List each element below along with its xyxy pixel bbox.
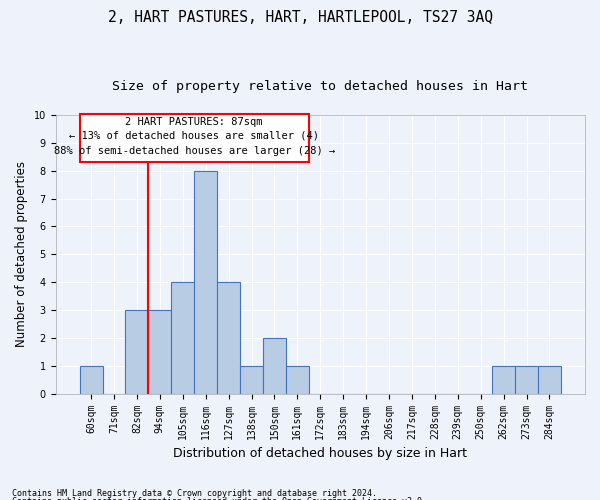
Bar bbox=[492, 366, 515, 394]
Bar bbox=[286, 366, 309, 394]
Bar bbox=[80, 114, 309, 162]
Title: Size of property relative to detached houses in Hart: Size of property relative to detached ho… bbox=[112, 80, 528, 93]
Y-axis label: Number of detached properties: Number of detached properties bbox=[15, 162, 28, 348]
Bar bbox=[171, 282, 194, 394]
Bar bbox=[538, 366, 561, 394]
Bar bbox=[240, 366, 263, 394]
Bar bbox=[148, 310, 171, 394]
Bar bbox=[217, 282, 240, 394]
Text: ← 13% of detached houses are smaller (4): ← 13% of detached houses are smaller (4) bbox=[69, 131, 319, 141]
Text: 88% of semi-detached houses are larger (28) →: 88% of semi-detached houses are larger (… bbox=[53, 146, 335, 156]
Text: 2, HART PASTURES, HART, HARTLEPOOL, TS27 3AQ: 2, HART PASTURES, HART, HARTLEPOOL, TS27… bbox=[107, 10, 493, 25]
Bar bbox=[194, 170, 217, 394]
Text: Contains public sector information licensed under the Open Government Licence v3: Contains public sector information licen… bbox=[12, 497, 427, 500]
Bar bbox=[263, 338, 286, 394]
Bar bbox=[515, 366, 538, 394]
X-axis label: Distribution of detached houses by size in Hart: Distribution of detached houses by size … bbox=[173, 447, 467, 460]
Bar bbox=[125, 310, 148, 394]
Text: 2 HART PASTURES: 87sqm: 2 HART PASTURES: 87sqm bbox=[125, 117, 263, 127]
Text: Contains HM Land Registry data © Crown copyright and database right 2024.: Contains HM Land Registry data © Crown c… bbox=[12, 488, 377, 498]
Bar bbox=[80, 366, 103, 394]
